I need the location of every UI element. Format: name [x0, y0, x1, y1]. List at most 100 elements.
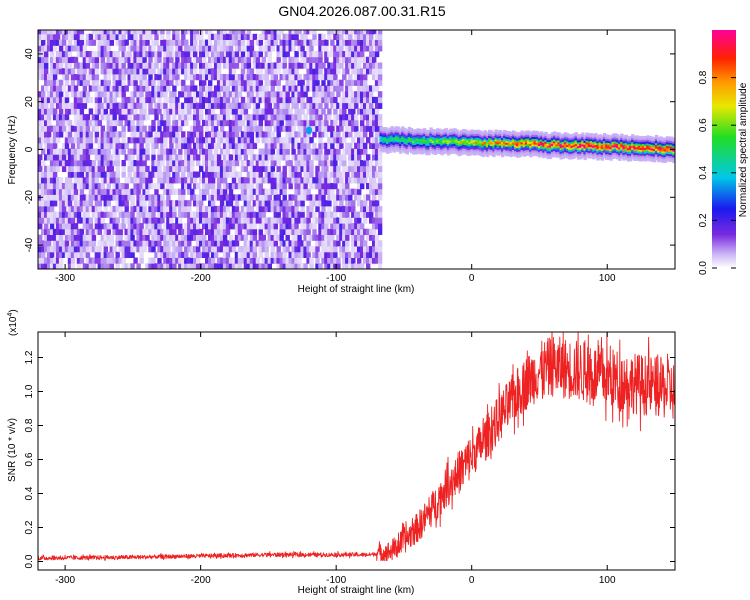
- heatmap-cell: [202, 246, 207, 253]
- heatmap-cell: [38, 62, 43, 69]
- heatmap-cell: [264, 171, 269, 178]
- heatmap-cell: [324, 183, 329, 190]
- heatmap-cell: [157, 257, 162, 264]
- heatmap-cell: [246, 200, 252, 207]
- heatmap-cell: [210, 142, 216, 149]
- heatmap-cell: [383, 134, 388, 138]
- heatmap-cell: [97, 102, 102, 109]
- heatmap-cell: [133, 223, 138, 230]
- heatmap-cell: [41, 125, 46, 132]
- heatmap-cell: [485, 152, 490, 156]
- heatmap-cell: [505, 134, 509, 138]
- heatmap-cell: [148, 194, 153, 201]
- heatmap-cell: [73, 177, 79, 184]
- heatmap-cell: [219, 39, 225, 46]
- heatmap-cell: [342, 114, 347, 121]
- heatmap-cell: [94, 257, 100, 264]
- heatmap-cell: [303, 119, 308, 127]
- heatmap-cell: [386, 130, 390, 133]
- heatmap-cell: [82, 45, 88, 52]
- heatmap-cell: [127, 30, 132, 35]
- heatmap-cell: [336, 142, 341, 149]
- heatmap-cell: [360, 177, 365, 184]
- heatmap-cell: [181, 171, 186, 178]
- heatmap-cell: [172, 39, 177, 46]
- heatmap-cell: [136, 102, 141, 109]
- heatmap-cell: [261, 200, 266, 207]
- heatmap-cell: [516, 136, 520, 139]
- heatmap-cell: [127, 194, 132, 201]
- heatmap-cell: [297, 217, 302, 224]
- heatmap-cell: [354, 240, 359, 247]
- heatmap-cell: [427, 145, 431, 148]
- heatmap-cell: [100, 91, 105, 98]
- heatmap-cell: [219, 205, 225, 213]
- heatmap-cell: [106, 30, 111, 35]
- heatmap-cell: [261, 263, 266, 269]
- heatmap-cell: [466, 142, 470, 145]
- heatmap-cell: [205, 45, 210, 52]
- heatmap-cell: [303, 217, 308, 224]
- heatmap-cell: [237, 56, 243, 63]
- heatmap-cell: [379, 139, 383, 142]
- heatmap-cell: [133, 45, 138, 52]
- heatmap-cell: [429, 138, 433, 142]
- heatmap-cell: [163, 148, 168, 155]
- heatmap-cell: [202, 51, 207, 58]
- heatmap-cell: [369, 211, 374, 218]
- heatmap-cell: [49, 177, 55, 184]
- heatmap-cell: [249, 131, 255, 138]
- heatmap-cell: [76, 148, 82, 155]
- heatmap-cell: [261, 240, 266, 247]
- heatmap-cell: [345, 223, 350, 230]
- heatmap-cell: [124, 234, 129, 241]
- heatmap-cell: [374, 108, 380, 115]
- heatmap-cell: [533, 132, 537, 136]
- heatmap-cell: [154, 205, 159, 213]
- heatmap-cell: [366, 33, 371, 40]
- heatmap-cell: [46, 30, 52, 35]
- heatmap-cell: [360, 74, 365, 81]
- heatmap-cell: [273, 125, 278, 132]
- heatmap-cell: [44, 142, 49, 149]
- heatmap-cell: [261, 177, 266, 184]
- heatmap-cell: [124, 251, 129, 258]
- heatmap-cell: [100, 234, 105, 241]
- heatmap-cell: [360, 39, 365, 46]
- heatmap-cell: [79, 114, 85, 121]
- heatmap-cell: [166, 211, 171, 218]
- heatmap-cell: [366, 194, 371, 201]
- heatmap-cell: [240, 30, 246, 35]
- heatmap-cell: [73, 234, 79, 241]
- heatmap-cell: [372, 165, 377, 172]
- heatmap-cell: [342, 131, 347, 138]
- heatmap-cell: [312, 183, 317, 190]
- heatmap-cell: [288, 160, 293, 167]
- heatmap-cell: [503, 152, 507, 156]
- heatmap-cell: [246, 148, 252, 155]
- heatmap-cell: [70, 223, 76, 230]
- heatmap-cell: [160, 142, 165, 149]
- heatmap-cell: [115, 91, 120, 98]
- heatmap-cell: [127, 148, 132, 155]
- heatmap-cell: [363, 56, 368, 63]
- heatmap-cell: [377, 263, 383, 269]
- heatmap-cell: [249, 119, 255, 127]
- heatmap-cell: [267, 263, 272, 269]
- heatmap-cell: [97, 33, 102, 40]
- heatmap-cell: [246, 74, 252, 81]
- heatmap-cell: [339, 102, 344, 109]
- heatmap-cell: [255, 102, 261, 109]
- heatmap-cell: [321, 33, 326, 40]
- heatmap-cell: [121, 188, 126, 195]
- heatmap-cell: [181, 234, 186, 241]
- heatmap-cell: [300, 177, 305, 184]
- heatmap-cell: [315, 68, 320, 75]
- heatmap-cell: [67, 251, 73, 258]
- heatmap-cell: [115, 234, 120, 241]
- heatmap-cell: [219, 234, 225, 241]
- heatmap-cell: [270, 228, 275, 235]
- heatmap-cell: [369, 62, 374, 69]
- heatmap-cell: [100, 51, 105, 58]
- heatmap-cell: [357, 223, 362, 230]
